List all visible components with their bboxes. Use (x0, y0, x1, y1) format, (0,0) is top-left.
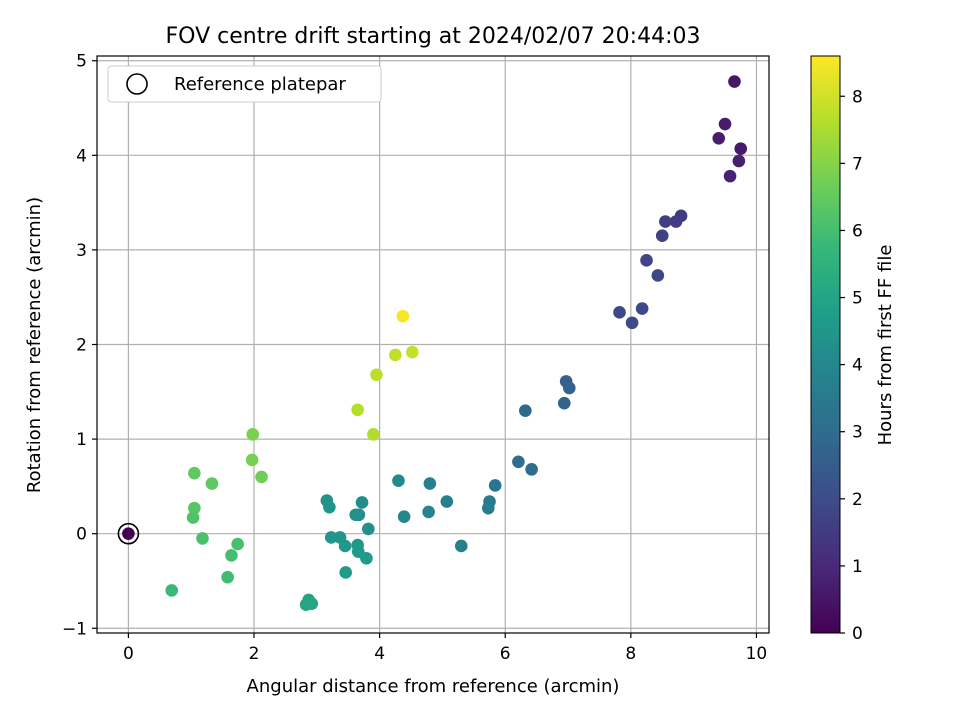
y-tick-label: 1 (76, 430, 87, 450)
data-point (655, 229, 669, 243)
y-tick-label: 0 (76, 525, 87, 545)
data-point (389, 348, 402, 362)
colorbar: 0 1 2 3 4 5 6 7 8 Hours from first FF file (810, 55, 896, 644)
data-point (349, 508, 363, 522)
data-point (188, 501, 201, 515)
data-point (196, 532, 209, 545)
legend: Reference platepar (107, 65, 382, 103)
data-point (732, 154, 746, 168)
colorbar-tick-label: 1 (852, 557, 863, 577)
x-axis-label: Angular distance from reference (arcmin) (247, 676, 620, 697)
data-point (355, 496, 369, 509)
data-point (323, 500, 336, 514)
data-point (246, 428, 260, 441)
data-point (481, 501, 495, 515)
data-point (255, 470, 268, 484)
data-point (231, 537, 244, 551)
colorbar-tick-label: 5 (852, 289, 863, 309)
data-point (188, 466, 201, 480)
data-point (205, 477, 219, 490)
data-point (718, 117, 732, 131)
data-point (488, 479, 502, 492)
colorbar-tick-label: 0 (852, 624, 863, 644)
data-point (423, 477, 437, 490)
chart-title: FOV centre drift starting at 2024/02/07 … (166, 24, 701, 49)
y-tick-label: −1 (62, 619, 87, 639)
y-tick-label: 4 (76, 146, 87, 166)
colorbar-tick-label: 3 (852, 423, 863, 443)
data-point (396, 309, 410, 323)
colorbar-tick-label: 8 (852, 87, 863, 107)
data-point (723, 169, 737, 183)
legend-marker-icon (126, 73, 148, 95)
colorbar-tick-label: 2 (852, 490, 863, 510)
data-point (734, 142, 748, 155)
legend-entry: Reference platepar (174, 74, 346, 95)
x-tick-label: 6 (500, 644, 511, 664)
data-point (712, 131, 726, 145)
data-point (324, 531, 338, 544)
x-tick-label: 10 (746, 644, 768, 664)
colorbar-ticks: 0 1 2 3 4 5 6 7 8 (840, 87, 863, 644)
data-point (454, 539, 468, 553)
y-ticks: −1 0 1 2 3 4 5 (62, 52, 97, 639)
data-point (640, 254, 653, 267)
data-point (339, 566, 353, 579)
data-point (299, 598, 313, 611)
y-tick-label: 2 (76, 336, 87, 356)
data-point (519, 404, 532, 418)
data-point (405, 345, 419, 359)
legend-box (107, 65, 382, 103)
x-tick-label: 4 (374, 644, 385, 664)
reference-data-point (122, 527, 135, 540)
data-point (651, 269, 665, 282)
data-point (245, 453, 259, 467)
data-point (397, 510, 411, 523)
gridlines (97, 56, 769, 633)
data-point (613, 306, 626, 319)
data-point (367, 428, 380, 441)
x-ticks: 0 2 4 6 8 10 (123, 633, 767, 664)
data-point (360, 551, 373, 565)
x-tick-label: 0 (123, 644, 134, 664)
data-point (392, 474, 405, 488)
reference-ring (117, 522, 140, 545)
data-point (225, 549, 238, 562)
data-point (338, 539, 352, 553)
data-point (635, 302, 649, 315)
data-point (562, 381, 576, 395)
data-point (362, 522, 375, 536)
y-axis-label: Rotation from reference (arcmin) (24, 197, 45, 493)
data-point (669, 215, 683, 228)
colorbar-label: Hours from first FF file (875, 245, 896, 446)
y-tick-label: 3 (76, 241, 87, 261)
x-tick-label: 2 (249, 644, 260, 664)
data-point (512, 455, 525, 469)
data-point (525, 463, 538, 476)
colorbar-tick-label: 4 (852, 356, 863, 376)
data-point (557, 396, 571, 410)
colorbar-gradient (810, 55, 841, 634)
x-tick-label: 8 (625, 644, 636, 664)
data-point (370, 368, 383, 382)
colorbar-tick-label: 7 (852, 154, 863, 174)
data-point (440, 495, 454, 508)
data-point (625, 316, 639, 330)
colorbar-tick-label: 6 (852, 221, 863, 241)
data-point (221, 570, 234, 584)
reference-marker (117, 522, 140, 545)
data-point (422, 505, 435, 519)
y-tick-label: 5 (76, 52, 87, 72)
data-point (165, 584, 179, 597)
data-point (728, 75, 741, 88)
data-points (165, 75, 748, 611)
data-point (186, 511, 200, 524)
data-point (659, 215, 672, 228)
data-point (351, 403, 364, 417)
